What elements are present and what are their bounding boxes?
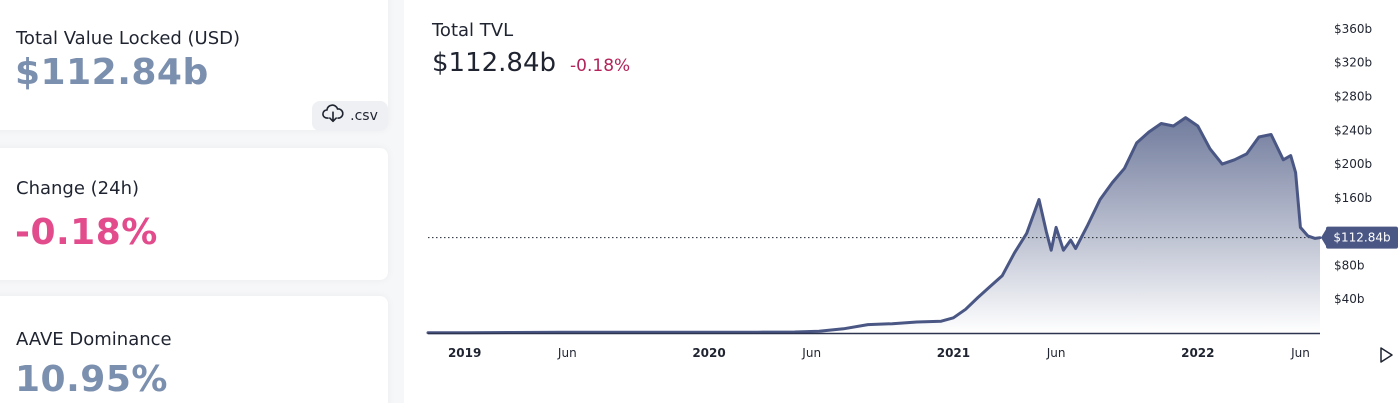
chart-headline-change: -0.18%	[570, 56, 631, 76]
current-value-marker	[1326, 226, 1398, 249]
cloud-download-icon	[322, 104, 344, 128]
y-tick-label: $360b	[1334, 22, 1372, 36]
x-tick-label: 2022	[1181, 346, 1214, 360]
x-tick-label: Jun	[1290, 346, 1310, 360]
y-tick-label: $280b	[1334, 89, 1372, 103]
y-tick-label: $320b	[1334, 56, 1372, 70]
tvl-value: $112.84b	[15, 52, 209, 93]
play-button[interactable]	[1380, 347, 1393, 363]
x-tick-label: 2020	[692, 346, 725, 360]
chart-headline-value: $112.84b	[432, 48, 557, 78]
tvl-line	[426, 116, 1322, 335]
csv-download-button[interactable]: .csv	[312, 101, 388, 131]
tvl-card: Total Value Locked (USD) $112.84b	[0, 0, 388, 130]
dominance-card: AAVE Dominance 10.95%	[0, 296, 388, 403]
tvl-label: Total Value Locked (USD)	[16, 28, 241, 49]
change-value: -0.18%	[15, 212, 158, 253]
play-icon	[1380, 347, 1393, 363]
dominance-value: 10.95%	[15, 359, 168, 400]
y-tick-label: $40b	[1334, 292, 1365, 306]
tvl-area	[428, 117, 1320, 333]
dominance-label: AAVE Dominance	[16, 329, 172, 350]
x-tick-label: Jun	[801, 346, 821, 360]
chart-title: Total TVL	[432, 20, 514, 41]
y-tick-label: $200b	[1334, 157, 1372, 171]
current-value-marker-arrow	[1321, 227, 1327, 248]
y-tick-label: $160b	[1334, 191, 1372, 205]
y-tick-label: $240b	[1334, 123, 1372, 137]
y-tick-label: $80b	[1334, 258, 1365, 272]
x-tick-label: Jun	[557, 346, 577, 360]
x-tick-label: 2021	[937, 346, 970, 360]
change-label: Change (24h)	[16, 178, 139, 199]
x-tick-label: 2019	[448, 346, 481, 360]
chart-headline: $112.84b -0.18%	[432, 48, 630, 78]
change-card: Change (24h) -0.18%	[0, 148, 388, 280]
current-value-label: $112.84b	[1333, 231, 1390, 245]
x-tick-label: Jun	[1046, 346, 1066, 360]
csv-label: .csv	[350, 108, 378, 124]
